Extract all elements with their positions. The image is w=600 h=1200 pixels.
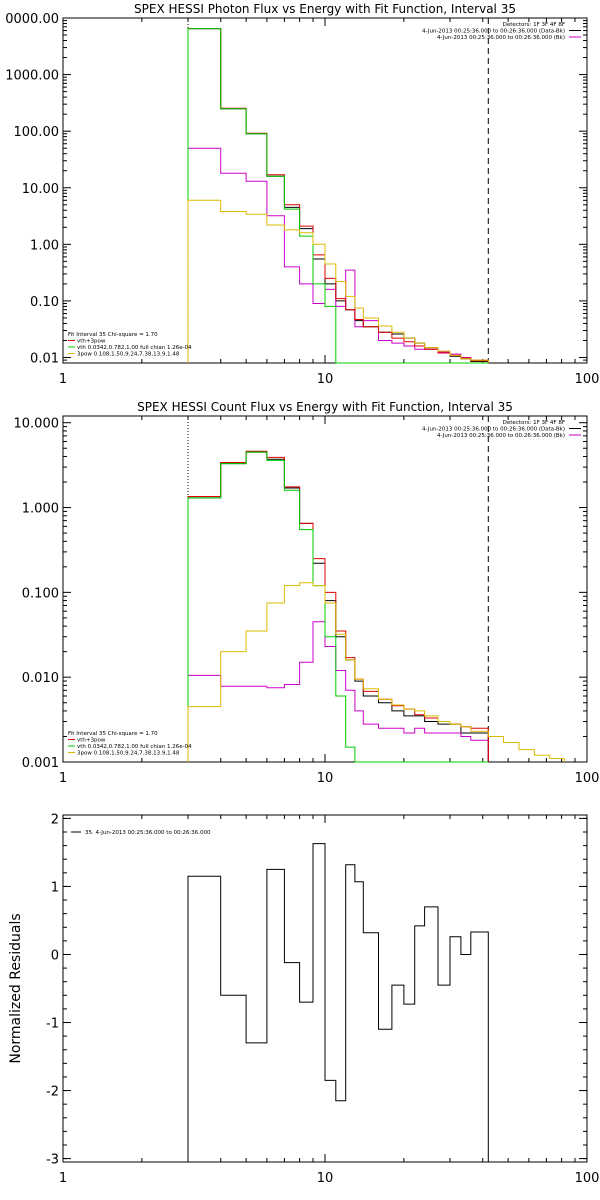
series-bk-line	[187, 147, 489, 363]
chart-title: SPEX HESSI Count Flux vs Energy with Fit…	[137, 400, 513, 414]
x-tick-label: 1	[59, 771, 67, 786]
info-line: 4-Jun-2013 00:25:36.000 to 00:26:36.000 …	[422, 29, 565, 35]
y-tick-label: 2	[51, 812, 59, 827]
series-3pow-line	[187, 199, 489, 363]
x-tick-label: 10	[317, 372, 334, 387]
info-line: 4-Jun-2013 00:25:36.000 to 00:26:36.000 …	[437, 433, 565, 439]
y-tick-label: 0.100	[22, 586, 59, 601]
fit-legend-line: 3pow 0.108,1.50,9.24,7.38,13.9,1.48	[77, 352, 180, 358]
y-tick-label: 1	[51, 880, 59, 895]
y-tick-label: 0.001	[22, 756, 59, 771]
fit-legend-line: 3pow 0.108,1.50,9.24,7.38,13.9,1.48	[77, 751, 180, 757]
fit-legend-line: Fit Interval 35 Chi-square = 1.70	[68, 731, 158, 737]
y-tick-label: 1000.00	[5, 69, 59, 84]
y-tick-label: 1.00	[30, 238, 59, 253]
y-tick-label: 100.00	[14, 125, 60, 140]
y-tick-label: 0.01	[30, 352, 59, 367]
series-bk-line	[187, 621, 489, 762]
fit-legend-line: vth+3pow	[77, 339, 106, 345]
info-line: Detectors: 1F 3F 4F 8F	[503, 22, 565, 28]
x-tick-label: 100	[575, 771, 600, 786]
series-vth-line	[187, 451, 489, 763]
residual-legend-text: 35. 4-Jun-2013 00:25:36.000 to 00:26:36.…	[85, 830, 211, 836]
y-axis-label: Normalized Residuals	[8, 913, 24, 1063]
fit-legend-line: vth 0.0342,0.782,1.00 full chian 1.26e-0…	[77, 744, 192, 750]
info-line: 4-Jun-2013 00:25:36.000 to 00:26:36.000 …	[422, 427, 565, 433]
info-line: Detectors: 1F 3F 4F 8F	[503, 420, 565, 426]
series-vth-line	[187, 28, 489, 364]
series-35--line	[187, 843, 489, 1162]
series-data-bk-line	[187, 28, 489, 363]
count-flux-plot: SPEX HESSI Count Flux vs Energy with Fit…	[14, 400, 600, 786]
y-tick-label: -2	[46, 1085, 59, 1100]
x-tick-label: 100	[575, 372, 600, 387]
series-vth-3pow-line	[187, 28, 489, 363]
series-3pow-line	[187, 582, 565, 762]
y-tick-label: 1.000	[22, 502, 59, 517]
photon-flux-plot: SPEX HESSI Photon Flux vs Energy with Fi…	[5, 2, 599, 387]
fit-legend-line: Fit Interval 35 Chi-square = 1.70	[68, 332, 158, 338]
info-line: 4-Jun-2013 00:25:36.000 to 00:26:36.000 …	[437, 35, 565, 41]
y-tick-label: 10.000	[14, 417, 60, 432]
y-tick-label: 0000.00	[5, 12, 59, 27]
series-vth-3pow-line	[187, 450, 489, 762]
y-tick-label: -3	[46, 1153, 59, 1168]
fit-legend-line: vth+3pow	[77, 738, 106, 744]
y-tick-label: 0.10	[30, 295, 59, 310]
x-tick-label: 10	[317, 771, 334, 786]
x-tick-label: 10	[317, 1171, 334, 1186]
plot-frame	[62, 17, 588, 364]
series-data-bk-line	[187, 451, 489, 762]
y-tick-label: -1	[46, 1017, 59, 1032]
y-tick-label: 0	[51, 948, 59, 963]
y-tick-label: 0.010	[22, 671, 59, 686]
x-tick-label: 100	[575, 1171, 600, 1186]
fit-legend-line: vth 0.0342,0.782,1.00 full chian 1.26e-0…	[77, 345, 192, 351]
y-tick-label: 10.00	[22, 182, 59, 197]
chart-title: SPEX HESSI Photon Flux vs Energy with Fi…	[134, 2, 516, 16]
x-tick-label: 1	[59, 372, 67, 387]
x-tick-label: 1	[59, 1171, 67, 1186]
